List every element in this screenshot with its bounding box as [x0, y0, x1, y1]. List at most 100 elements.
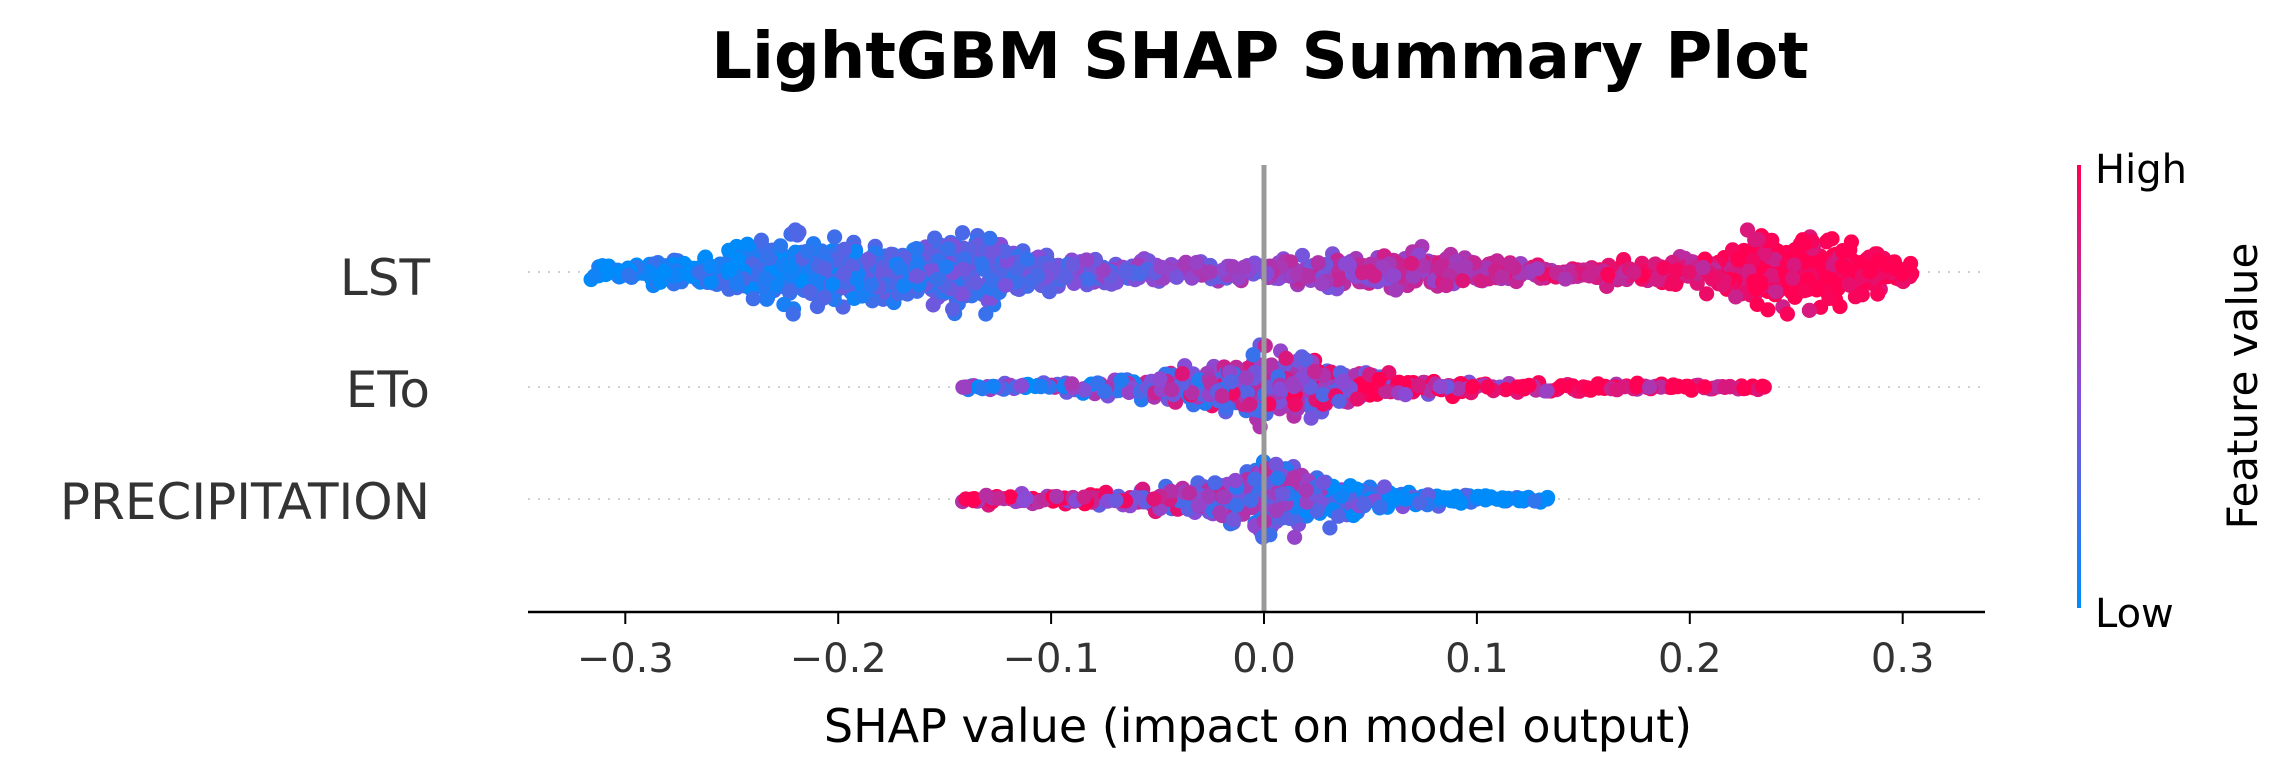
- shap-point-precipitation: [1514, 491, 1530, 507]
- shap-point-lst: [759, 291, 775, 307]
- shap-point-lst: [1065, 257, 1081, 273]
- shap-point-precipitation: [1527, 493, 1543, 509]
- shap-point-lst: [954, 225, 971, 241]
- shap-point-eto: [1218, 400, 1234, 416]
- shap-point-lst: [1529, 261, 1545, 277]
- shap-point-eto: [1331, 393, 1347, 409]
- shap-point-lst: [1681, 264, 1697, 280]
- shap-point-lst: [782, 258, 798, 274]
- shap-point-precipitation: [1387, 488, 1403, 505]
- shap-point-eto: [1349, 391, 1365, 407]
- shap-point-lst: [1728, 289, 1744, 305]
- shap-point-lst: [1581, 268, 1598, 284]
- shap-point-precipitation: [1108, 492, 1124, 508]
- shap-point-eto: [1286, 379, 1302, 395]
- shap-point-lst: [1431, 259, 1447, 275]
- x-tick-label: −0.1: [1003, 636, 1100, 682]
- shap-point-lst: [927, 230, 943, 246]
- colorbar: High Low Feature value: [2077, 147, 2267, 637]
- shap-point-eto: [1609, 382, 1625, 398]
- shap-point-lst: [909, 241, 925, 257]
- shap-point-precipitation: [1207, 475, 1223, 491]
- shap-point-lst: [1310, 255, 1326, 271]
- shap-point-lst: [817, 261, 833, 277]
- shap-point-eto: [1238, 370, 1254, 386]
- shap-point-eto: [1297, 352, 1313, 368]
- shap-point-precipitation: [1356, 496, 1372, 512]
- shap-point-eto: [1479, 379, 1496, 395]
- shap-point-eto: [1410, 377, 1426, 394]
- shap-point-lst: [1650, 272, 1666, 288]
- shap-point-lst: [1841, 276, 1857, 292]
- shap-point-precipitation: [1146, 491, 1162, 507]
- shap-point-eto: [1307, 363, 1323, 380]
- shap-point-precipitation: [1376, 479, 1393, 495]
- shap-point-lst: [1695, 259, 1711, 276]
- shap-point-eto: [1214, 388, 1230, 404]
- x-tick-label: 0.3: [1871, 636, 1935, 682]
- shap-point-lst: [1764, 232, 1780, 248]
- chart-title: LightGBM SHAP Summary Plot: [711, 20, 1809, 94]
- shap-point-lst: [1289, 266, 1305, 282]
- shap-point-lst: [620, 267, 637, 283]
- shap-point-lst: [1756, 246, 1773, 262]
- shap-point-precipitation: [1212, 505, 1228, 521]
- shap-point-lst: [848, 271, 864, 287]
- shap-point-lst: [1095, 262, 1111, 278]
- shap-point-eto: [1278, 350, 1294, 366]
- shap-point-lst: [1457, 258, 1473, 274]
- shap-point-lst: [986, 242, 1002, 259]
- shap-point-precipitation: [1287, 529, 1303, 545]
- shap-point-lst: [998, 277, 1014, 293]
- shap-point-eto: [1090, 375, 1106, 391]
- shap-point-lst: [703, 274, 719, 290]
- x-tick-label: 0.2: [1658, 636, 1722, 682]
- shap-point-lst: [967, 275, 984, 291]
- shap-point-precipitation: [1270, 470, 1286, 486]
- shap-point-lst: [807, 270, 823, 286]
- shap-point-lst: [1862, 264, 1878, 280]
- shap-point-eto: [1184, 385, 1200, 401]
- shap-point-precipitation: [990, 490, 1006, 506]
- shap-point-eto: [1378, 383, 1394, 399]
- shap-point-lst: [787, 222, 803, 238]
- shap-point-eto: [1121, 384, 1137, 400]
- shap-point-lst: [1294, 247, 1310, 264]
- shap-point-lst: [1854, 287, 1870, 303]
- shap-point-lst: [1704, 270, 1720, 286]
- shap-point-lst: [1886, 254, 1902, 270]
- shap-point-lst: [1768, 284, 1784, 300]
- shap-point-eto: [1736, 381, 1752, 397]
- shap-point-lst: [1834, 258, 1850, 274]
- shap-point-lst: [760, 249, 776, 265]
- shap-point-eto: [1521, 377, 1537, 393]
- shap-point-lst: [1730, 252, 1746, 268]
- shap-point-lst: [938, 259, 954, 275]
- shap-point-lst: [1314, 276, 1330, 292]
- shap-point-lst: [1189, 254, 1205, 271]
- shap-point-lst: [1779, 306, 1795, 322]
- shap-point-eto: [1335, 373, 1351, 389]
- shap-point-eto: [1539, 383, 1555, 399]
- shap-point-lst: [860, 251, 876, 267]
- shap-point-precipitation: [1471, 489, 1487, 505]
- colorbar-title: Feature value: [2218, 243, 2267, 530]
- shap-point-lst: [1699, 286, 1715, 302]
- shap-point-precipitation: [1322, 520, 1338, 536]
- shap-point-eto: [1641, 379, 1658, 395]
- shap-point-eto: [1315, 387, 1331, 403]
- colorbar-gradient: [2077, 165, 2081, 608]
- shap-point-lst: [1057, 270, 1073, 286]
- shap-point-lst: [799, 243, 816, 259]
- shap-point-eto: [1583, 382, 1599, 398]
- shap-point-lst: [1438, 277, 1454, 294]
- shap-point-lst: [1225, 259, 1241, 275]
- shap-point-lst: [745, 291, 761, 307]
- shap-point-lst: [909, 268, 925, 284]
- shap-point-precipitation: [1330, 508, 1346, 524]
- shap-point-lst: [802, 284, 818, 300]
- shap-point-precipitation: [1049, 488, 1065, 505]
- feature-label-precipitation: PRECIPITATION: [60, 473, 430, 531]
- shap-point-precipitation: [1076, 489, 1092, 505]
